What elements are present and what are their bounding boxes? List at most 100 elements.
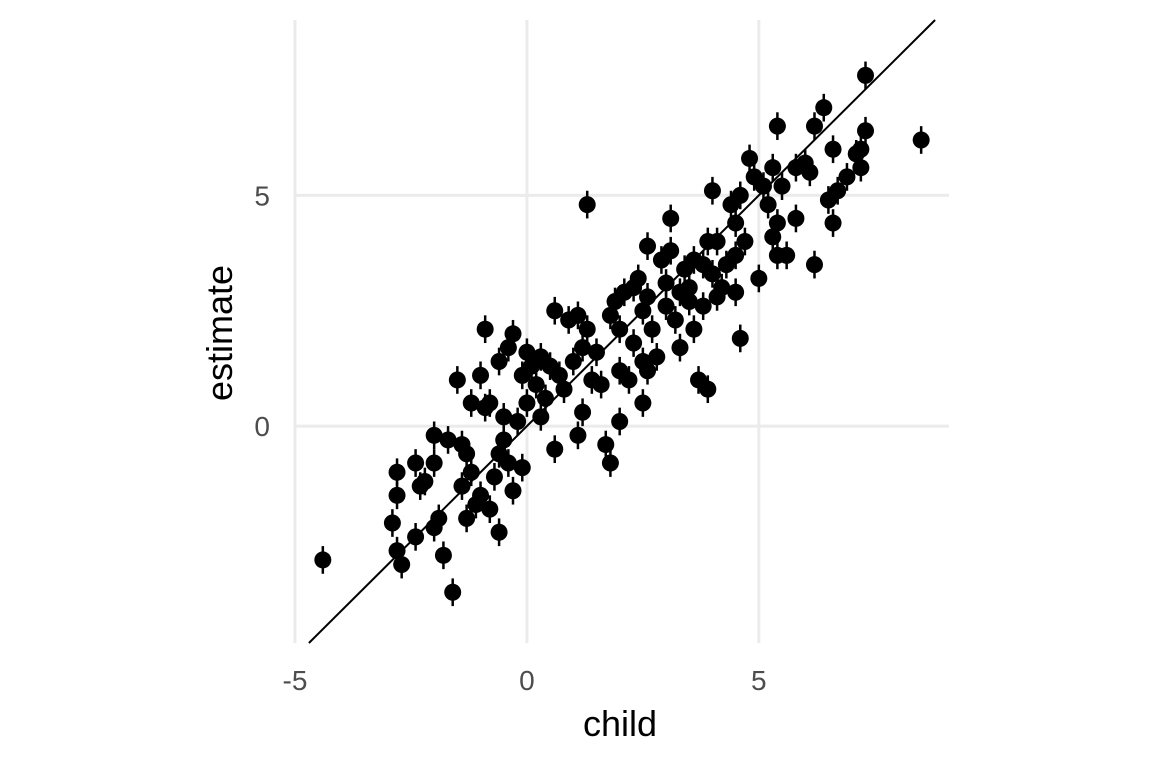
point-marker: [569, 306, 587, 324]
point-marker: [509, 412, 527, 430]
data-point: [416, 467, 434, 496]
data-point: [805, 112, 823, 140]
data-point: [805, 250, 823, 279]
data-point: [546, 296, 564, 325]
data-point: [472, 361, 490, 390]
point-marker: [453, 477, 471, 495]
point-marker: [490, 523, 508, 541]
data-point: [773, 172, 791, 200]
point-marker: [425, 426, 443, 444]
point-marker: [485, 468, 503, 486]
point-marker: [490, 352, 508, 370]
data-point: [639, 356, 657, 385]
data-point: [857, 61, 875, 90]
y-axis-title: estimate: [199, 265, 240, 401]
data-point: [671, 333, 689, 362]
point-marker: [574, 339, 592, 357]
point-marker: [699, 380, 717, 398]
point-marker: [731, 186, 749, 204]
point-marker: [764, 159, 782, 177]
point-marker: [458, 509, 476, 527]
point-marker: [750, 269, 768, 287]
data-point: [485, 463, 503, 491]
point-marker: [504, 325, 522, 343]
data-point: [759, 190, 777, 219]
data-point: [852, 135, 870, 164]
data-point: [388, 458, 406, 487]
point-marker: [527, 376, 545, 394]
point-marker: [671, 339, 689, 357]
point-marker: [513, 459, 531, 477]
data-point: [472, 481, 490, 510]
data-point: [662, 236, 680, 265]
data-point: [629, 264, 647, 293]
data-point: [768, 112, 786, 140]
point-marker: [601, 454, 619, 472]
data-point: [703, 176, 721, 205]
data-point: [513, 453, 531, 482]
data-point: [481, 495, 499, 524]
point-marker: [801, 163, 819, 181]
data-point: [504, 319, 522, 348]
point-marker: [662, 209, 680, 227]
data-point: [462, 389, 480, 417]
data-point: [857, 116, 875, 145]
data-point: [564, 347, 582, 376]
point-marker: [778, 246, 796, 264]
grid-lines: [293, 20, 949, 643]
point-marker: [857, 66, 875, 84]
point-marker: [481, 394, 499, 412]
data-point: [504, 476, 522, 505]
point-marker: [407, 454, 425, 472]
data-point: [662, 204, 680, 233]
data-point: [666, 306, 684, 334]
data-point: [527, 370, 545, 399]
data-point: [703, 259, 721, 288]
data-point: [801, 158, 819, 187]
data-point: [824, 135, 842, 164]
x-tick-label: -5: [283, 665, 308, 696]
point-marker: [625, 334, 643, 352]
point-marker: [481, 500, 499, 518]
data-point: [407, 449, 425, 477]
point-marker: [472, 486, 490, 504]
data-point: [736, 227, 754, 256]
point-marker: [680, 279, 698, 297]
point-marker: [805, 256, 823, 274]
point-marker: [657, 274, 675, 292]
data-point: [699, 375, 717, 404]
point-marker: [555, 380, 573, 398]
data-point: [778, 241, 796, 270]
x-axis-title: child: [583, 703, 657, 744]
point-marker: [648, 348, 666, 366]
point-marker: [416, 472, 434, 490]
point-marker: [768, 214, 786, 232]
point-marker: [639, 362, 657, 380]
data-point: [815, 93, 833, 122]
data-point: [750, 264, 768, 293]
data-point: [393, 550, 411, 579]
data-point: [727, 209, 745, 237]
point-marker: [857, 122, 875, 140]
data-point: [829, 176, 847, 205]
data-point: [462, 458, 480, 487]
data-point: [731, 181, 749, 210]
point-marker: [462, 394, 480, 412]
point-marker: [768, 117, 786, 135]
data-point: [634, 389, 652, 417]
data-point: [407, 523, 425, 551]
point-marker: [852, 140, 870, 158]
point-marker: [634, 394, 652, 412]
data-point: [727, 278, 745, 307]
point-marker: [569, 426, 587, 444]
point-marker: [546, 440, 564, 458]
point-marker: [815, 99, 833, 117]
point-marker: [736, 233, 754, 251]
point-marker: [393, 556, 411, 574]
data-point: [458, 439, 476, 468]
data-point: [569, 421, 587, 450]
point-marker: [476, 320, 494, 338]
point-marker: [727, 246, 745, 264]
data-point: [639, 283, 657, 311]
